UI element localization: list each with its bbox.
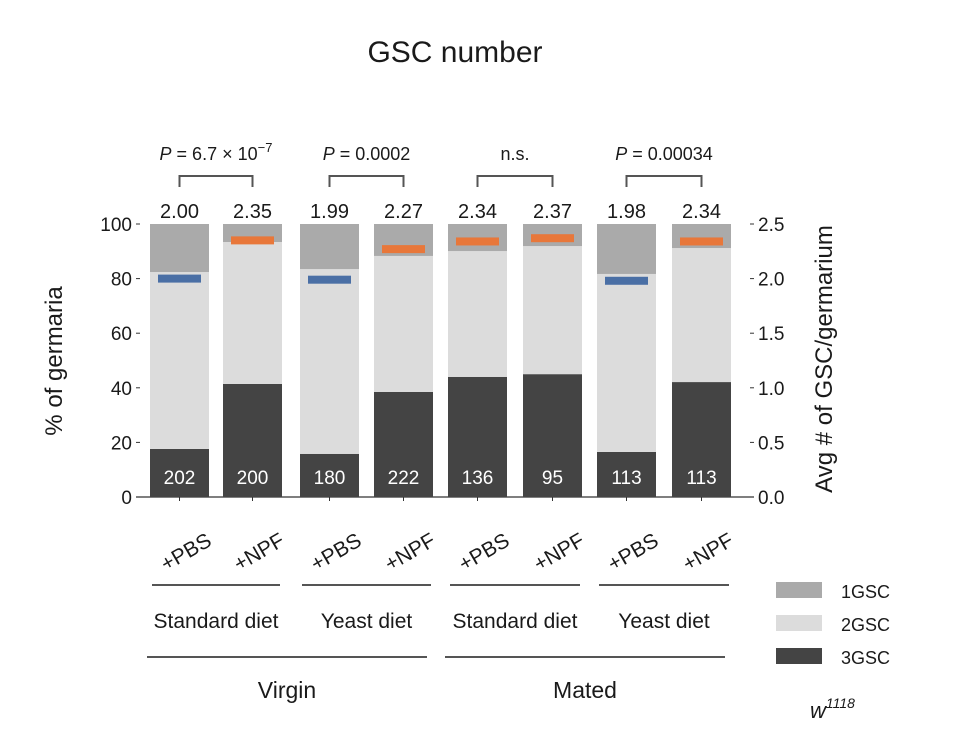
genotype-base: w — [810, 698, 828, 723]
significance-bracket — [476, 175, 554, 187]
bar-segment-2gsc — [672, 248, 731, 383]
bar-segment-3gsc — [150, 448, 209, 497]
y-tick-label: 100 — [100, 215, 132, 236]
p-value: n.s. — [500, 144, 529, 164]
significance-bracket — [625, 175, 703, 187]
bar-segment-3gsc — [223, 383, 282, 497]
y-tick-label: 80 — [111, 270, 132, 291]
significance-label: P = 0.0002 — [323, 144, 411, 164]
genotype-superscript: 1118 — [826, 695, 855, 711]
diet-group-label: Standard diet — [453, 610, 578, 633]
bar-segment-3gsc — [672, 382, 731, 497]
bar-segment-2gsc — [597, 273, 656, 452]
bar-segment-2gsc — [448, 251, 507, 377]
significance-label: P = 6.7 × 10−7 — [160, 140, 273, 164]
p-value: = 0.00034 — [627, 144, 713, 164]
avg-label: 2.34 — [682, 201, 721, 223]
legend-label: 1GSC — [841, 582, 890, 602]
bar-segment-1gsc — [300, 224, 359, 270]
y2-tick-label: 2.5 — [758, 215, 784, 236]
avg-label: 2.00 — [160, 201, 199, 223]
avg-label: 2.27 — [384, 201, 423, 223]
y-tick-label: 60 — [111, 324, 132, 345]
legend-label: 3GSC — [841, 648, 890, 668]
p-symbol: P — [160, 144, 172, 164]
chart-title: GSC number — [367, 36, 542, 69]
avg-label: 1.98 — [607, 201, 646, 223]
bar-segment-2gsc — [523, 246, 582, 375]
avg-label: 2.35 — [233, 201, 272, 223]
significance-label: P = 0.00034 — [615, 144, 713, 164]
avg-label: 2.37 — [533, 201, 572, 223]
bar-segment-1gsc — [150, 224, 209, 273]
avg-label: 2.34 — [458, 201, 497, 223]
n-label: 113 — [686, 468, 716, 489]
legend-swatch-3gsc — [776, 648, 822, 664]
significance-label: n.s. — [500, 144, 529, 164]
legend-label: 2GSC — [841, 615, 890, 635]
n-label: 136 — [462, 468, 494, 489]
n-label: 95 — [542, 468, 563, 489]
p-symbol: P — [323, 144, 335, 164]
p-exponent: −7 — [258, 140, 273, 155]
bar-segment-1gsc — [597, 224, 656, 274]
bar-segment-2gsc — [150, 272, 209, 449]
category-label: +NPF — [230, 529, 288, 576]
y2-tick-label: 2.0 — [758, 270, 784, 291]
category-label: +PBS — [307, 529, 366, 576]
p-symbol: P — [615, 144, 627, 164]
status-group-label: Mated — [553, 677, 617, 703]
avg-marker — [531, 234, 574, 243]
y2-tick-label: 1.5 — [758, 324, 784, 345]
avg-marker — [382, 245, 425, 254]
n-label: 222 — [388, 468, 420, 489]
bar-segment-3gsc — [523, 374, 582, 497]
p-value: = 6.7 × 10 — [172, 144, 258, 164]
category-label: +NPF — [381, 529, 439, 576]
category-label: +PBS — [157, 529, 216, 576]
y-tick-label: 0 — [121, 488, 132, 509]
p-value: = 0.0002 — [335, 144, 411, 164]
status-group-label: Virgin — [258, 677, 316, 703]
bar-segment-3gsc — [597, 451, 656, 497]
plot-area: 0 20 40 60 80 100 0.0 0.5 1.0 1.5 2.0 2.5 2.00 202 +PB… — [100, 140, 890, 723]
bar-segment-2gsc — [223, 242, 282, 384]
avg-label: 1.99 — [310, 201, 349, 223]
avg-marker — [231, 236, 274, 245]
diet-group-label: Yeast diet — [618, 610, 710, 633]
avg-marker — [456, 237, 499, 246]
n-label: 200 — [237, 468, 269, 489]
y-tick-label: 20 — [111, 433, 132, 454]
diet-group-label: Standard diet — [154, 610, 279, 633]
n-label: 202 — [164, 468, 196, 489]
y-tick-label: 40 — [111, 379, 132, 400]
avg-marker — [680, 237, 723, 246]
category-label: +PBS — [455, 529, 514, 576]
significance-bracket — [328, 175, 405, 187]
bar-segment-2gsc — [374, 255, 433, 392]
genotype-label: w1118 — [810, 695, 855, 723]
avg-marker — [308, 275, 351, 284]
diet-group-label: Yeast diet — [321, 610, 413, 633]
legend-swatch-2gsc — [776, 615, 822, 631]
significance-bracket — [178, 175, 254, 187]
avg-marker — [605, 276, 648, 285]
y2-axis-label: Avg # of GSC/germarium — [811, 225, 838, 493]
y2-tick-label: 1.0 — [758, 379, 784, 400]
n-label: 113 — [611, 468, 641, 489]
legend-swatch-1gsc — [776, 582, 822, 598]
bar-segment-3gsc — [300, 453, 359, 497]
bar-segment-3gsc — [374, 391, 433, 497]
bar-segment-3gsc — [448, 376, 507, 497]
y-axis-label: % of germaria — [41, 286, 68, 436]
y2-tick-label: 0.5 — [758, 433, 784, 454]
category-label: +NPF — [530, 529, 588, 576]
y2-tick-label: 0.0 — [758, 488, 784, 509]
n-label: 180 — [314, 468, 346, 489]
bar-segment-2gsc — [300, 269, 359, 454]
category-label: +NPF — [679, 529, 737, 576]
avg-marker — [158, 274, 201, 283]
category-label: +PBS — [604, 529, 663, 576]
